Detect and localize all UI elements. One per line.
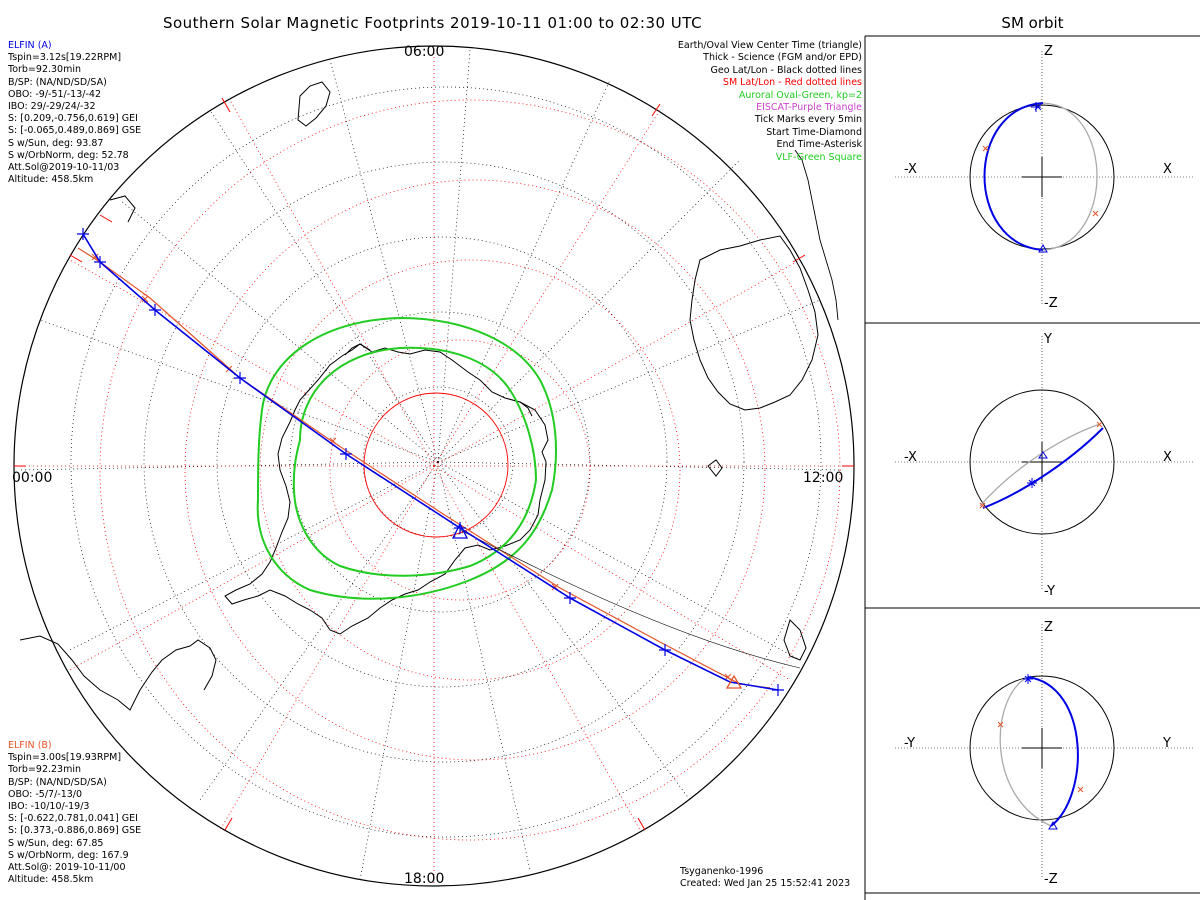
elfin-a-name: ELFIN (A) [8, 40, 52, 51]
antarctica-coastline [224, 343, 549, 635]
orbit-panel-2 [895, 336, 1195, 591]
elfin-b-track [77, 247, 771, 689]
elfin-a-line: Tspin=3.12s[19.22RPM] [8, 52, 122, 64]
south-america-coastline [19, 635, 217, 711]
elfin-a-info: ELFIN (A) Tspin=3.12s[19.22RPM] Torb=92.… [8, 40, 141, 186]
elfin-b-line: S w/OrbNorm, deg: 167.9 [8, 849, 129, 861]
legend-item: SM Lat/Lon - Red dotted lines [722, 77, 862, 89]
elfin-a-line: Torb=92.30min [8, 64, 82, 76]
elfin-a-line: Altitude: 458.5km [8, 174, 94, 186]
elfin-b-line: Att.Sol@: 2019-10-11/00 [8, 862, 126, 874]
elfin-b-line: Altitude: 458.5km [8, 874, 94, 886]
created-label: Created: Wed Jan 25 15:52:41 2023 [680, 878, 851, 889]
orbit2-left-label: -X [904, 450, 917, 465]
elfin-b-line: Tspin=3.00s[19.93RPM] [8, 752, 122, 764]
time-label-top: 06:00 [404, 44, 445, 60]
orbit-panel-3 [895, 624, 1195, 878]
elfin-a-line: S w/OrbNorm, deg: 52.78 [8, 149, 129, 161]
legend-item: VLF-Green Square [775, 151, 862, 163]
time-label-left: 00:00 [12, 470, 53, 486]
sm-grid-ticks [14, 97, 854, 831]
view-center-triangle-a [451, 522, 469, 539]
orbit-panels [895, 51, 1195, 878]
orbit-panel-1 [895, 51, 1195, 306]
elfin-b-name: ELFIN (B) [8, 740, 52, 751]
elfin-b-info: ELFIN (B) Tspin=3.00s[19.93RPM] Torb=92.… [8, 740, 141, 886]
legend-item: Tick Marks every 5min [754, 114, 862, 126]
elfin-b-line: Torb=92.23min [8, 764, 82, 776]
elfin-a-ticks [77, 228, 784, 696]
time-label-bottom: 18:00 [404, 871, 445, 887]
elfin-a-line: Att.Sol@2019-10-11/03 [8, 162, 120, 174]
sm-grid [14, 46, 854, 886]
africa-coastline [109, 81, 331, 223]
legend-item: Auroral Oval-Green, kp=2 [738, 89, 862, 101]
model-label: Tsyganenko-1996 [680, 866, 764, 877]
geo-grid [19, 49, 841, 881]
orbit3-bottom-label: -Z [1044, 872, 1058, 887]
elfin-b-line: S: [-0.622,0.781,0.041] GEI [8, 813, 138, 825]
elfin-b-line: OBO: -5/7/-13/0 [8, 788, 83, 800]
elfin-a-line: IBO: 29/-29/24/-32 [8, 101, 96, 113]
orbit1-right-label: X [1163, 162, 1172, 177]
right-edge-coastline [794, 149, 839, 321]
orbit-panel-title: SM orbit [1001, 14, 1064, 32]
elfin-b-line: IBO: -10/10/-19/3 [8, 801, 90, 813]
orbit3-left-label: -Y [904, 736, 916, 751]
legend-item: Thick - Science (FGM and/or EPD) [703, 52, 862, 64]
legend: Earth/Oval View Center Time (triangle) T… [678, 40, 862, 164]
orbit2-bottom-label: -Y [1044, 584, 1056, 599]
orbit1-top-label: Z [1044, 44, 1053, 59]
sm-pole-circle [363, 392, 509, 538]
elfin-a-line: B/SP: (NA/ND/SD/SA) [8, 76, 107, 88]
legend-item: Earth/Oval View Center Time (triangle) [677, 40, 862, 51]
orbit2-top-label: Y [1044, 332, 1052, 347]
orbit3-right-label: Y [1163, 736, 1171, 751]
legend-item: Geo Lat/Lon - Black dotted lines [710, 64, 862, 76]
elfin-a-track [82, 233, 779, 691]
elfin-b-line: B/SP: (NA/ND/SD/SA) [8, 776, 107, 788]
auroral-oval [256, 316, 557, 600]
time-label-right: 12:00 [803, 470, 844, 486]
elfin-b-line: S: [0.373,-0.886,0.869] GSE [8, 825, 142, 837]
elfin-a-line: S: [-0.065,0.489,0.869] GSE [8, 125, 142, 137]
australia-coastline [689, 235, 819, 661]
elfin-a-line: S: [0.209,-0.756,0.619] GEI [8, 113, 138, 125]
orbit3-top-label: Z [1044, 620, 1053, 635]
elfin-b-line: S w/Sun, deg: 67.85 [8, 837, 104, 849]
plot-title: Southern Solar Magnetic Footprints 2019-… [162, 14, 703, 32]
legend-item: Start Time-Diamond [766, 126, 862, 138]
legend-item: EISCAT-Purple Triangle [756, 102, 862, 114]
elfin-a-line: S w/Sun, deg: 93.87 [8, 137, 104, 149]
legend-item: End Time-Asterisk [776, 139, 862, 151]
orbit1-left-label: -X [904, 162, 917, 177]
view-center-triangle-b [725, 674, 743, 689]
conjugate-curve [459, 529, 801, 669]
orbit2-right-label: X [1163, 450, 1172, 465]
elfin-a-line: OBO: -9/-51/-13/-42 [8, 88, 101, 100]
orbit1-bottom-label: -Z [1044, 296, 1058, 311]
